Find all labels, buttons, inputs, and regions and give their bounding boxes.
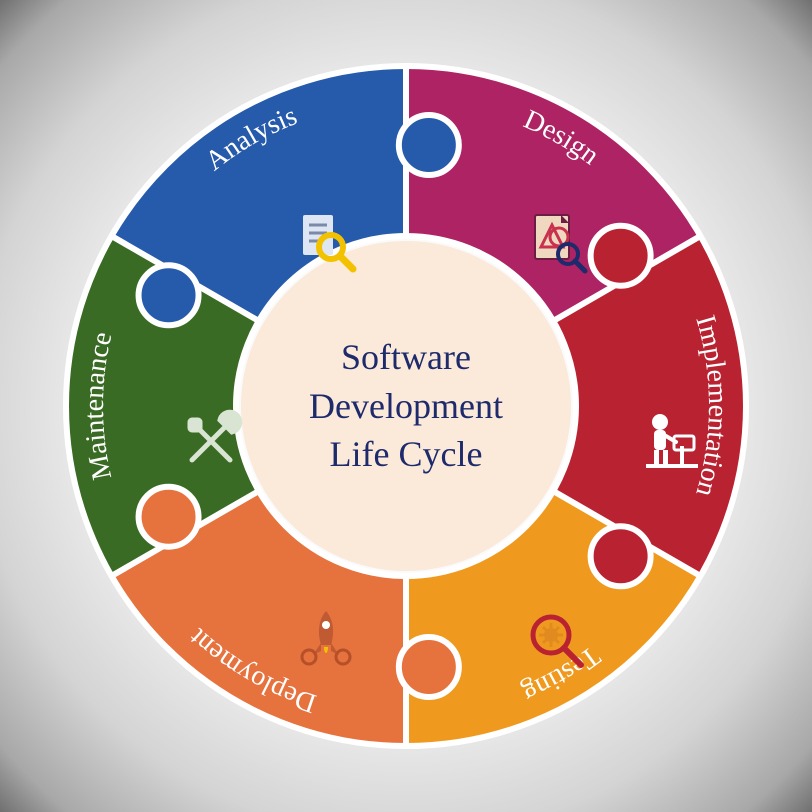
puzzle-knob <box>399 637 459 697</box>
center-title-line-2: Development <box>266 382 546 431</box>
puzzle-knob <box>139 265 199 325</box>
center-title: Software Development Life Cycle <box>266 333 546 479</box>
puzzle-knob <box>399 115 459 175</box>
center-title-line-1: Software <box>266 333 546 382</box>
center-title-line-3: Life Cycle <box>266 430 546 479</box>
puzzle-knob <box>139 487 199 547</box>
puzzle-knob <box>591 526 651 586</box>
puzzle-knob <box>591 226 651 286</box>
sdlc-diagram: DesignImplementationTestingDeploymentMai… <box>0 0 812 812</box>
